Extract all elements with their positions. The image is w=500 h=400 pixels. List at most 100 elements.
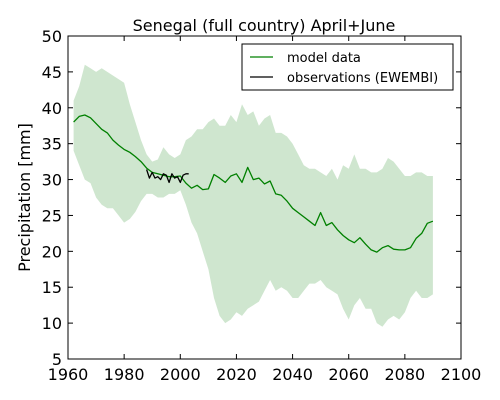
plot-area bbox=[73, 64, 434, 327]
y-tick-label: 20 bbox=[42, 242, 62, 261]
observations-point bbox=[182, 174, 184, 176]
model-data-point bbox=[112, 139, 114, 141]
model-data-point bbox=[370, 249, 372, 251]
model-data-point bbox=[168, 176, 170, 178]
model-data-point bbox=[107, 132, 109, 134]
model-data-point bbox=[135, 156, 137, 158]
y-tick-label: 40 bbox=[42, 99, 62, 118]
model-data-point bbox=[359, 237, 361, 239]
legend-label-model-data: model data bbox=[287, 51, 361, 66]
x-tick-label: 2100 bbox=[441, 365, 482, 384]
x-tick-label: 2020 bbox=[216, 365, 257, 384]
model-data-point bbox=[303, 216, 305, 218]
y-tick-label: 30 bbox=[42, 171, 62, 190]
x-tick-label: 2060 bbox=[328, 365, 369, 384]
model-data-point bbox=[123, 149, 125, 151]
model-data-point bbox=[286, 200, 288, 202]
observations-point bbox=[168, 182, 170, 184]
x-tick-label: 2080 bbox=[384, 365, 425, 384]
x-tick-label: 1960 bbox=[48, 365, 89, 384]
model-range-band bbox=[73, 64, 433, 327]
observations-point bbox=[151, 172, 153, 174]
model-data-point bbox=[95, 123, 97, 125]
model-data-point bbox=[376, 251, 378, 253]
model-data-point bbox=[236, 173, 238, 175]
model-data-point bbox=[348, 239, 350, 241]
observations-point bbox=[180, 182, 182, 184]
observations-point bbox=[160, 179, 162, 181]
observations-point bbox=[174, 177, 176, 179]
model-data-point bbox=[297, 212, 299, 214]
model-data-point bbox=[404, 249, 406, 251]
y-tick-label: 25 bbox=[42, 206, 62, 225]
model-data-point bbox=[202, 189, 204, 191]
y-axis-label: Precipitation [mm] bbox=[15, 123, 34, 272]
model-data-point bbox=[269, 180, 271, 182]
y-tick-label: 45 bbox=[42, 63, 62, 82]
model-data-point bbox=[410, 247, 412, 249]
model-data-point bbox=[275, 193, 277, 195]
model-data-point bbox=[398, 249, 400, 251]
y-tick-label: 10 bbox=[42, 314, 62, 333]
plot-frame bbox=[67, 35, 462, 360]
model-data-point bbox=[320, 212, 322, 214]
observations-point bbox=[157, 176, 159, 178]
model-data-point bbox=[354, 242, 356, 244]
model-data-point bbox=[337, 229, 339, 231]
model-data-line bbox=[73, 114, 434, 253]
model-data-point bbox=[140, 161, 142, 163]
axis-ticks: 1960 1980 2000 2020 2040 2060 2080 2100 5 10 15 20 2… bbox=[42, 27, 482, 384]
model-data-point bbox=[224, 182, 226, 184]
model-data-point bbox=[382, 247, 384, 249]
model-data-point bbox=[415, 238, 417, 240]
model-data-point bbox=[90, 117, 92, 119]
y-tick-label: 35 bbox=[42, 135, 62, 154]
model-data-point bbox=[309, 220, 311, 222]
x-tick-label: 2000 bbox=[160, 365, 201, 384]
model-data-point bbox=[180, 175, 182, 177]
model-data-point bbox=[314, 225, 316, 227]
model-data-point bbox=[101, 129, 103, 131]
model-data-point bbox=[208, 188, 210, 190]
model-data-point bbox=[258, 177, 260, 179]
model-data-point bbox=[118, 144, 120, 146]
model-data-point bbox=[281, 195, 283, 197]
model-data-point bbox=[241, 182, 243, 184]
observations-line bbox=[145, 169, 189, 184]
model-data-point bbox=[331, 222, 333, 224]
model-data-point bbox=[421, 233, 423, 235]
model-data-point bbox=[427, 223, 429, 225]
model-data-point bbox=[129, 152, 131, 154]
y-tick-label: 15 bbox=[42, 278, 62, 297]
model-data-point bbox=[146, 167, 148, 169]
model-data-point bbox=[230, 175, 232, 177]
x-tick-label: 1980 bbox=[104, 365, 145, 384]
model-data-point bbox=[342, 235, 344, 237]
observations-point bbox=[185, 173, 187, 175]
observations-point bbox=[146, 169, 148, 171]
model-data-point bbox=[393, 248, 395, 250]
observations-point bbox=[177, 176, 179, 178]
model-data-point bbox=[387, 245, 389, 247]
observations-point bbox=[171, 173, 173, 175]
model-data-point bbox=[78, 116, 80, 118]
model-data-point bbox=[73, 121, 75, 123]
model-data-point bbox=[292, 208, 294, 210]
model-data-point bbox=[213, 174, 215, 176]
x-tick-label: 2040 bbox=[272, 365, 313, 384]
model-data-point bbox=[84, 114, 86, 116]
observations-point bbox=[154, 177, 156, 179]
y-tick-label: 5 bbox=[52, 350, 62, 369]
legend-box bbox=[241, 43, 454, 91]
model-data-point bbox=[365, 243, 367, 245]
model-data-point bbox=[326, 225, 328, 227]
model-data-point bbox=[432, 220, 434, 222]
y-tick-label: 50 bbox=[42, 27, 62, 46]
observations-point bbox=[166, 174, 168, 176]
chart-title: Senegal (full country) April+June bbox=[133, 16, 396, 35]
model-data-point bbox=[219, 177, 221, 179]
model-data-point bbox=[185, 182, 187, 184]
model-data-point bbox=[253, 179, 255, 181]
observations-point bbox=[188, 173, 190, 175]
